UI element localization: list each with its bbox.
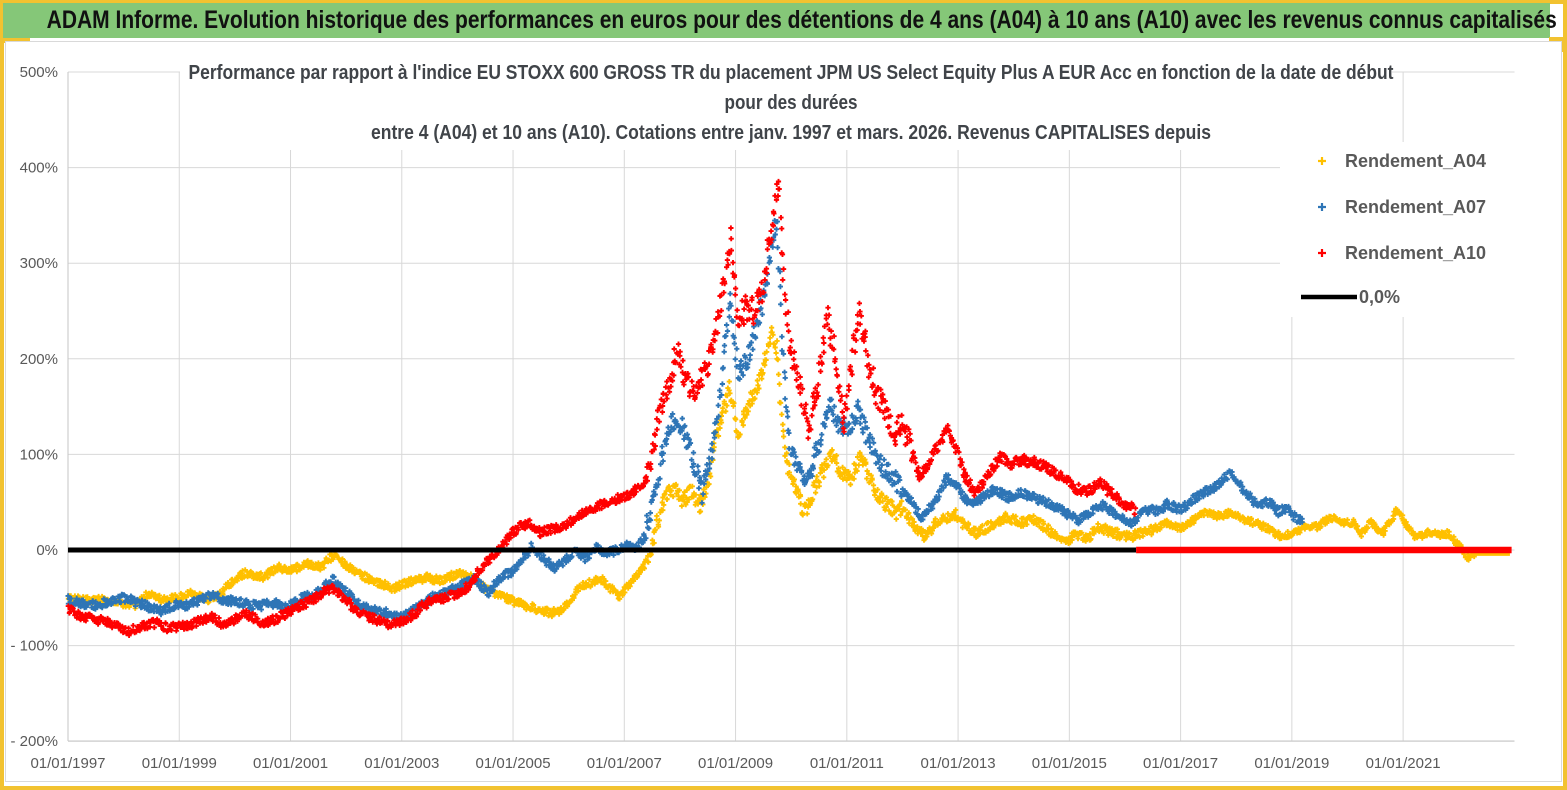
x-axis-label: 01/01/2011 — [810, 755, 884, 772]
legend-item-label: Rendement_A04 — [1345, 151, 1486, 171]
legend-item-label: Rendement_A07 — [1345, 197, 1486, 217]
legend-item-label: 0,0% — [1359, 287, 1400, 307]
series-rendement_a10 — [65, 178, 1139, 638]
y-axis-label: 100% — [20, 446, 58, 463]
y-axis-label: 300% — [20, 255, 58, 272]
gold-accent-dash — [3, 38, 30, 43]
chart-title-line: entre 4 (A04) et 10 ans (A10). Cotations… — [371, 122, 1211, 144]
y-axis-label: - 200% — [10, 733, 58, 750]
x-axis-label: 01/01/2019 — [1254, 755, 1329, 772]
x-axis-label: 01/01/2005 — [476, 755, 551, 772]
y-axis-label: 400% — [20, 160, 58, 177]
x-axis-label: 01/01/2021 — [1366, 755, 1441, 772]
legend-background — [1280, 142, 1548, 317]
x-axis-label: 01/01/2017 — [1143, 755, 1218, 772]
legend-marker-plus — [1318, 157, 1326, 165]
y-axis-label: 500% — [20, 64, 58, 81]
chart-title-background — [180, 52, 1392, 150]
legend-item-label: Rendement_A10 — [1345, 243, 1486, 263]
x-axis-label: 01/01/2001 — [253, 755, 328, 772]
y-axis-label: - 100% — [10, 638, 58, 655]
x-axis-label: 01/01/2007 — [587, 755, 662, 772]
legend-marker-plus — [1318, 249, 1326, 257]
chart-title-line: pour des durées — [725, 92, 858, 114]
x-axis-label: 01/01/2015 — [1032, 755, 1107, 772]
x-axis-label: 01/01/1997 — [30, 755, 105, 772]
y-axis-label: 0% — [36, 542, 58, 559]
series-rendement_a07 — [65, 218, 1305, 624]
legend-marker-plus — [1318, 203, 1326, 211]
x-axis-label: 01/01/2009 — [698, 755, 773, 772]
series-rendement_a04 — [65, 325, 1478, 620]
chart-title-line: Performance par rapport à l'indice EU ST… — [189, 62, 1394, 84]
report-header-title: ADAM Informe. Evolution historique des p… — [46, 6, 1557, 34]
x-axis-label: 01/01/2013 — [921, 755, 996, 772]
x-axis-label: 01/01/2003 — [364, 755, 439, 772]
report-header-bar: ADAM Informe. Evolution historique des p… — [3, 3, 1557, 38]
x-axis-label: 01/01/1999 — [142, 755, 217, 772]
y-axis-label: 200% — [20, 351, 58, 368]
